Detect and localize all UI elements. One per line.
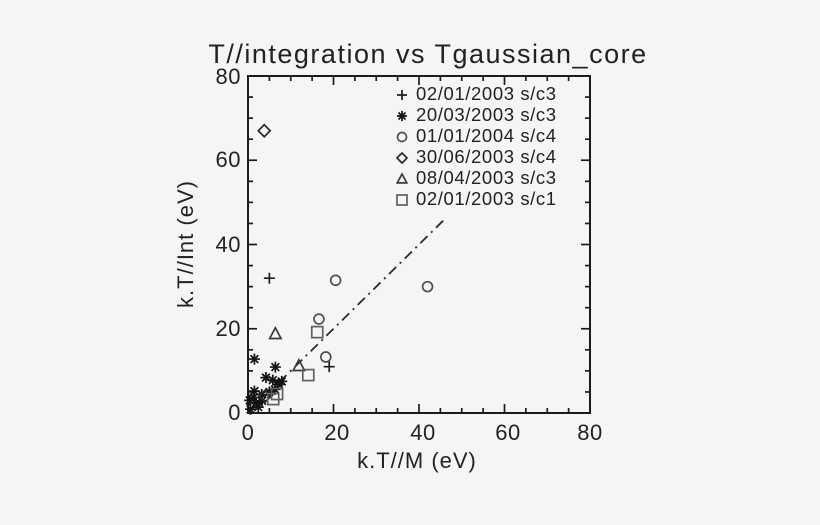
legend-row: 02/01/2003 s/c3 [393, 83, 557, 104]
legend-row: 02/01/2003 s/c1 [393, 188, 557, 209]
marker-circle [329, 274, 342, 287]
marker-circle [421, 280, 434, 293]
marker-asterisk [397, 110, 407, 121]
y-axis-title: k.T//Int (eV) [173, 180, 198, 308]
legend-label: 02/01/2003 s/c1 [416, 187, 557, 209]
marker-asterisk [267, 374, 279, 386]
marker-triangle [268, 325, 283, 340]
marker-circle [320, 351, 332, 363]
legend-row: 30/06/2003 s/c4 [393, 146, 557, 167]
marker-asterisk [245, 403, 257, 415]
marker-asterisk [256, 395, 268, 407]
legend-label: 08/04/2003 s/c3 [416, 166, 557, 188]
legend-label: 02/01/2003 s/c3 [416, 82, 557, 104]
x-axis-title: k.T//M (eV) [357, 448, 477, 473]
x-tick-label: 60 [495, 420, 521, 445]
x-tick-label: 20 [324, 420, 350, 445]
marker-asterisk [269, 361, 281, 373]
x-tick-label: 80 [577, 420, 603, 445]
marker-triangle [395, 171, 409, 184]
marker-asterisk [248, 353, 260, 365]
diamond-marker-icon [393, 148, 411, 166]
y-tick-label: 80 [215, 64, 241, 89]
marker-square [310, 325, 324, 339]
marker-asterisk [248, 385, 260, 397]
legend-row: 08/04/2003 s/c3 [393, 167, 557, 188]
y-tick-label: 60 [215, 147, 241, 172]
square-marker-icon [393, 190, 411, 208]
marker-circle [313, 313, 325, 325]
asterisk-marker-icon [393, 106, 411, 124]
marker-circle [396, 131, 408, 142]
marker-square [301, 368, 315, 382]
marker-triangle [291, 358, 306, 372]
marker-asterisk [252, 401, 264, 413]
marker-square [270, 387, 284, 401]
legend-label: 01/01/2004 s/c4 [416, 124, 557, 146]
marker-asterisk [263, 386, 275, 398]
marker-diamond [257, 123, 272, 138]
legend-label: 30/06/2003 s/c4 [416, 145, 557, 167]
marker-square [396, 193, 408, 206]
legend-label: 20/03/2003 s/c3 [416, 103, 557, 125]
marker-plus [323, 361, 335, 373]
marker-asterisk [260, 372, 272, 384]
marker-asterisk [276, 375, 288, 387]
triangle-marker-icon [393, 169, 411, 187]
circle-marker-icon [393, 127, 411, 145]
y-tick-label: 0 [228, 400, 241, 425]
chart-title: T//integration vs Tgaussian_core [208, 39, 648, 69]
x-tick-label: 40 [410, 420, 436, 445]
marker-asterisk [250, 397, 262, 409]
marker-plus [263, 272, 275, 284]
legend-row: 01/01/2004 s/c4 [393, 125, 557, 146]
plus-marker-icon [393, 85, 411, 103]
y-tick-label: 20 [215, 316, 241, 341]
marker-asterisk [269, 383, 281, 395]
marker-asterisk [244, 394, 256, 406]
x-tick-label: 0 [241, 420, 255, 445]
marker-diamond [395, 151, 409, 164]
y-tick-label: 40 [215, 232, 241, 257]
legend-row: 20/03/2003 s/c3 [393, 104, 557, 125]
legend: 02/01/2003 s/c3 20/03/2003 s/c3 01/01/20… [393, 83, 557, 209]
marker-plus [397, 89, 407, 100]
